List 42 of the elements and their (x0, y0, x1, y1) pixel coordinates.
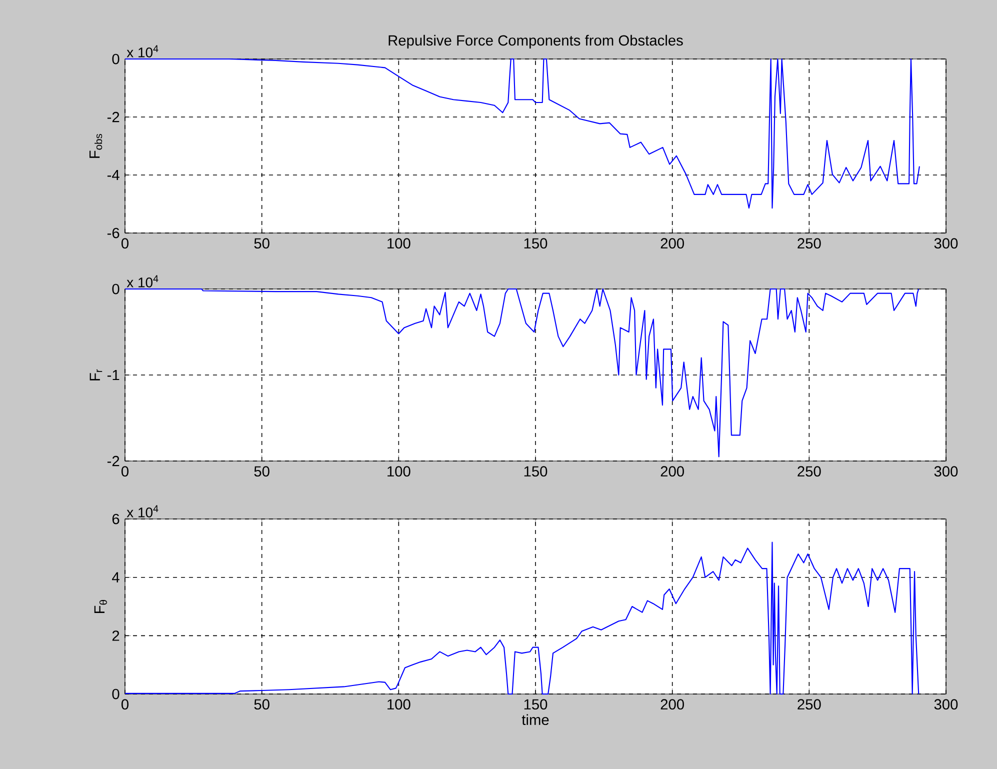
x-tick-label: 150 (524, 466, 548, 477)
line-series (124, 288, 920, 458)
x-tick-label: 100 (388, 699, 410, 710)
line-series (124, 58, 920, 209)
x-tick-label: 0 (121, 699, 128, 710)
x-tick-label: 200 (660, 466, 684, 477)
x-tick-label: 200 (660, 699, 684, 710)
y-tick-label: 0 (112, 54, 120, 64)
text: x 10$^{4}$ (126, 45, 158, 58)
x-tick-label: 0 (121, 238, 128, 249)
y-tick-label: 2 (112, 630, 120, 641)
y-tick-label: 0 (112, 284, 120, 294)
y-axis-title: F$_{θ}$ (94, 600, 107, 613)
y-tick-label: -1 (107, 370, 120, 380)
x-tick-label: 250 (798, 238, 821, 249)
x-tick-label: 200 (660, 238, 684, 249)
text: x 10$^{4}$ (126, 505, 158, 518)
y-axis-title: F$_{r}$ (90, 369, 102, 380)
x-tick-label: 300 (934, 699, 958, 710)
text: x 10$^{4}$ (126, 275, 158, 288)
y-tick-label: -2 (107, 112, 120, 122)
x-tick-label: 250 (798, 699, 821, 710)
x-tick-label: 50 (254, 699, 270, 710)
y-tick-label: -2 (107, 456, 120, 466)
x-tick-label: 100 (388, 238, 410, 249)
y-tick-label: 6 (112, 514, 120, 524)
x-tick-label: 150 (524, 699, 548, 710)
y-tick-label: -6 (107, 228, 120, 238)
x-tick-label: 300 (934, 466, 958, 477)
x-tick-label: 50 (254, 238, 270, 249)
y-tick-label: 4 (112, 572, 120, 582)
chart-title: Repulsive Force Components from Obstacles (388, 34, 683, 49)
y-tick-label: 0 (112, 688, 120, 700)
x-tick-label: 0 (121, 466, 128, 477)
x-tick-label: 50 (254, 466, 270, 477)
x-tick-label: 100 (388, 466, 410, 477)
y-axis-title: F$_{obs}$ (90, 134, 102, 158)
x-tick-label: 300 (934, 238, 958, 249)
x-tick-label: 250 (798, 466, 821, 477)
y-tick-label: -4 (107, 170, 120, 180)
x-tick-label: 150 (524, 238, 548, 249)
x-axis-title: time (522, 714, 549, 726)
